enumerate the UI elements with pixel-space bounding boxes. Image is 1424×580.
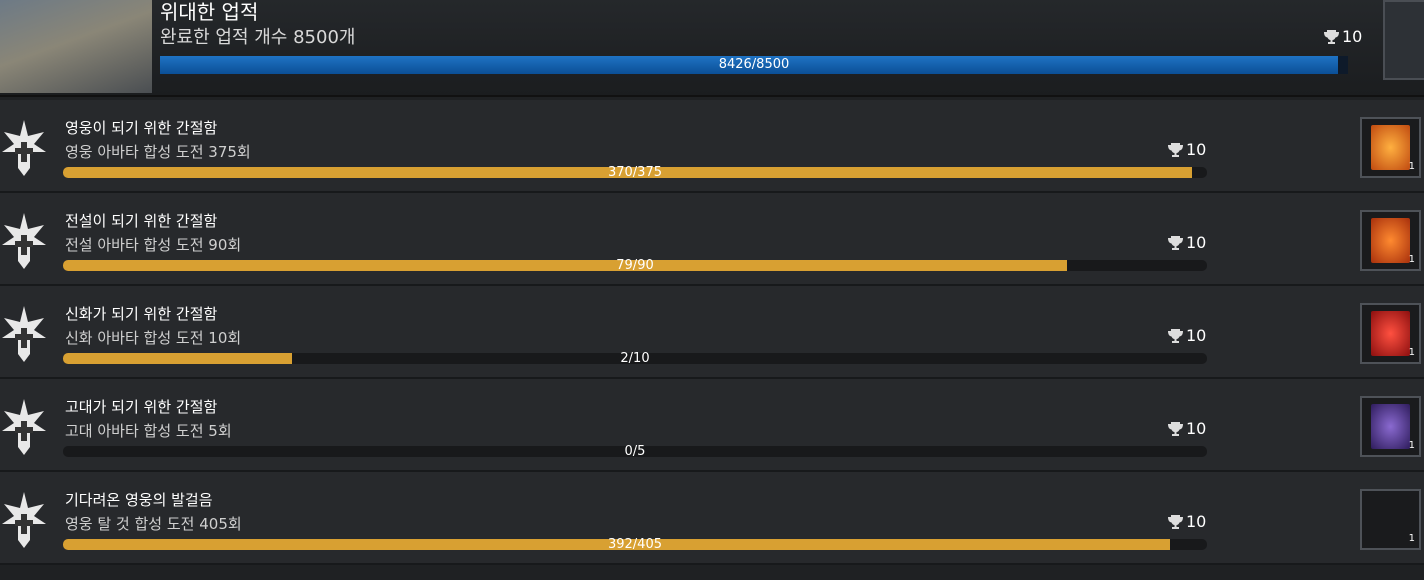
achievement-title: 신화가 되기 위한 간절함 [65,305,218,323]
item-art [1371,218,1410,263]
achievement-icon [0,490,48,554]
item-count: 1 [1408,161,1415,172]
progress-bar: 370/375 [63,165,1207,180]
achievement-icon [0,397,48,461]
item-count: 1 [1408,440,1415,451]
achievement-title: 고대가 되기 위한 간절함 [65,398,218,416]
trophy-icon [1168,514,1183,529]
emblem [2,213,46,269]
progress-bar: 392/405 [63,537,1207,552]
item-count: 1 [1408,347,1415,358]
reward: 10 [1168,326,1206,345]
progress-fill [63,539,1171,550]
progress-bar: 8426/8500 [160,56,1348,74]
achievement-icon [0,304,48,368]
reward: 10 [1168,512,1206,531]
progress-bar: 2/10 [63,351,1207,366]
trophy-icon [1324,29,1339,44]
reward-value: 10 [1342,27,1363,46]
reward-value: 10 [1186,140,1207,159]
emblem [2,399,46,455]
progress-fill [63,167,1192,178]
progress-fill [63,353,292,364]
emblem [2,120,46,176]
reward-item[interactable]: 1 [1360,489,1421,550]
progress-fill [63,260,1068,271]
reward: 10 [1324,27,1362,46]
achievement-title: 영웅이 되기 위한 간절함 [65,119,218,137]
portrait [0,0,152,93]
progress-label: 370/375 [607,165,662,180]
reward-item[interactable]: 1 [1360,303,1421,364]
item-art [1371,125,1410,170]
reward-item[interactable] [1383,0,1424,80]
achievement-description: 고대 아바타 합성 도전 5회 [65,422,232,440]
reward: 10 [1168,140,1206,159]
progress-bar: 0/5 [63,444,1207,459]
item-count: 1 [1408,254,1415,265]
reward-value: 10 [1186,419,1207,438]
header: 위대한 업적 완료한 업적 개수 8500개 10 8426/8500 [0,0,1424,97]
trophy-icon [1168,328,1183,343]
reward-item[interactable]: 1 [1360,396,1421,457]
reward-value: 10 [1186,512,1207,531]
progress-label: 0/5 [624,444,646,459]
emblem [2,306,46,362]
item-count: 1 [1408,533,1415,544]
achievement-title: 전설이 되기 위한 간절함 [65,212,218,230]
progress-label: 2/10 [620,351,650,366]
achievement-icon [0,211,48,275]
reward-value: 10 [1186,233,1207,252]
item-art [1371,497,1410,542]
trophy-icon [1168,235,1183,250]
progress-label: 79/90 [616,258,654,273]
achievement-title: 기다려온 영웅의 발걸음 [65,491,213,509]
reward-value: 10 [1186,326,1207,345]
trophy-icon [1168,142,1183,157]
trophy-icon [1168,421,1183,436]
reward-item[interactable]: 1 [1360,210,1421,271]
progress-bar: 79/90 [63,258,1207,273]
achievement-description: 영웅 아바타 합성 도전 375회 [65,143,251,161]
reward: 10 [1168,233,1206,252]
progress-label: 392/405 [607,537,662,552]
progress-label: 8426/8500 [718,57,790,72]
item-art [1371,404,1410,449]
progress-fill [160,56,1338,74]
item-art [1371,311,1410,356]
achievement-description: 신화 아바타 합성 도전 10회 [65,329,242,347]
reward: 10 [1168,419,1206,438]
achievement-description: 전설 아바타 합성 도전 90회 [65,236,242,254]
reward-item[interactable]: 1 [1360,117,1421,178]
achievement-description: 영웅 탈 것 합성 도전 405회 [65,515,242,533]
header-subtitle: 완료한 업적 개수 8500개 [160,27,356,48]
achievement-icon [0,118,48,182]
emblem [2,492,46,548]
header-title: 위대한 업적 [160,0,259,24]
